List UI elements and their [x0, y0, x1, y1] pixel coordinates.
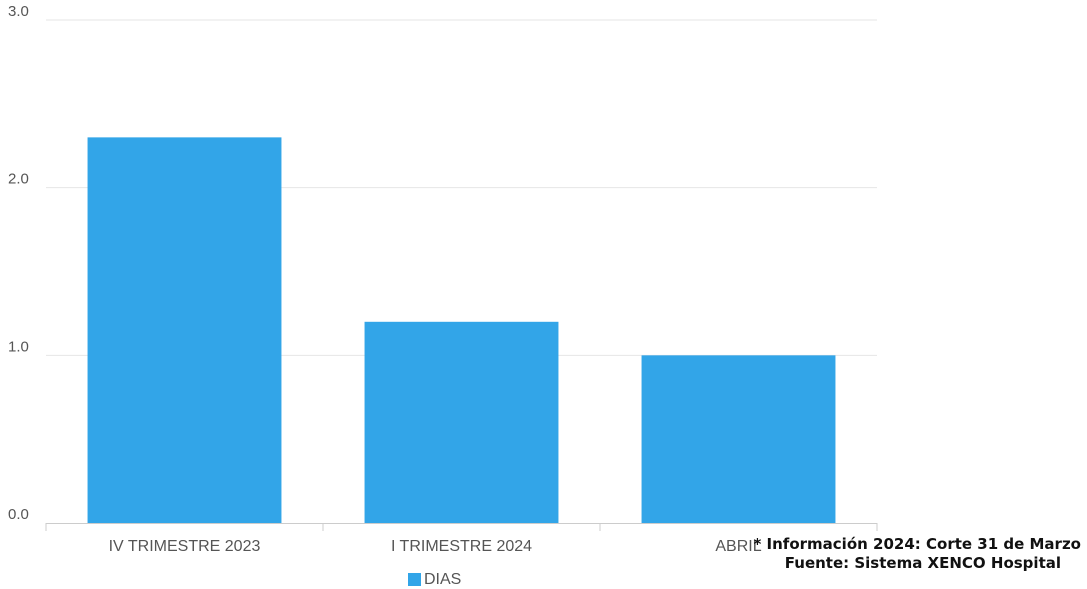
- bars: [87, 137, 836, 523]
- y-tick-label: 3.0: [8, 3, 29, 20]
- bar-0[interactable]: [87, 137, 282, 523]
- y-tick-label: 1.0: [8, 338, 29, 355]
- x-tick-label: IV TRIMESTRE 2023: [109, 538, 261, 555]
- legend-label-dias: DIAS: [424, 570, 462, 588]
- y-axis-ticks: 0.0 1.0 2.0 3.0: [8, 3, 29, 523]
- x-axis: [45, 523, 878, 531]
- x-tick-label: ABRIL: [715, 538, 761, 555]
- y-tick-label: 2.0: [8, 171, 29, 188]
- legend-swatch-dias: [408, 573, 421, 586]
- bar-chart: 0.0 1.0 2.0 3.0 IV TRIMESTRE 2023 I TRIMESTR…: [8, 3, 878, 555]
- x-axis-ticks: IV TRIMESTRE 2023 I TRIMESTRE 2024 ABRIL: [109, 538, 762, 555]
- note-info-cutoff: * Información 2024: Corte 31 de Marzo: [753, 535, 1081, 553]
- bar-1[interactable]: [364, 321, 559, 523]
- note-source: Fuente: Sistema XENCO Hospital: [784, 554, 1061, 572]
- legend[interactable]: DIAS: [408, 571, 461, 588]
- bar-2[interactable]: [641, 355, 836, 523]
- y-tick-label: 0.0: [8, 506, 29, 523]
- x-tick-label: I TRIMESTRE 2024: [391, 538, 532, 555]
